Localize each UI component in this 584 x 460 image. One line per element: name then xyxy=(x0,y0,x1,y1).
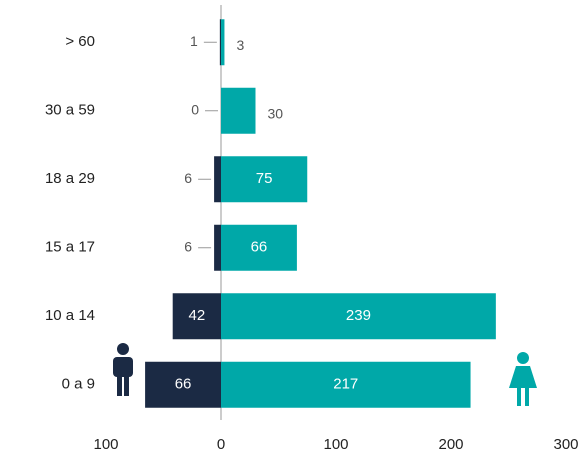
category-label: 18 a 29 xyxy=(45,170,95,187)
bar xyxy=(221,293,496,340)
value-label: 30 xyxy=(268,105,284,121)
bar xyxy=(221,156,308,203)
category-label: > 60 xyxy=(65,33,95,50)
value-label: 1 xyxy=(190,33,198,49)
value-label: 6 xyxy=(184,170,192,186)
value-label: 6 xyxy=(184,238,192,254)
bar xyxy=(214,224,221,271)
bar xyxy=(221,87,256,134)
bar xyxy=(219,19,221,66)
value-label: 3 xyxy=(236,37,244,53)
bar xyxy=(145,361,221,408)
bar xyxy=(221,19,225,66)
value-label: 217 xyxy=(333,376,358,393)
x-tick-label: 200 xyxy=(438,436,463,453)
bar xyxy=(172,293,221,340)
value-label: 239 xyxy=(346,307,371,324)
category-label: 30 a 59 xyxy=(45,102,95,119)
x-tick-label: 0 xyxy=(217,436,225,453)
x-tick-label: 100 xyxy=(93,436,118,453)
female-icon xyxy=(509,352,537,406)
x-tick-label: 300 xyxy=(553,436,578,453)
category-label: 15 a 17 xyxy=(45,239,95,256)
category-label: 10 a 14 xyxy=(45,307,95,324)
male-icon xyxy=(113,343,133,396)
value-label: 0 xyxy=(191,101,199,117)
value-label: 66 xyxy=(251,239,268,256)
value-label: 66 xyxy=(175,376,192,393)
bar xyxy=(221,224,297,271)
bar xyxy=(221,361,471,408)
value-label: 42 xyxy=(189,307,206,324)
bar xyxy=(214,156,221,203)
value-label: 75 xyxy=(256,170,273,187)
x-tick-label: 100 xyxy=(323,436,348,453)
category-label: 0 a 9 xyxy=(62,376,95,393)
